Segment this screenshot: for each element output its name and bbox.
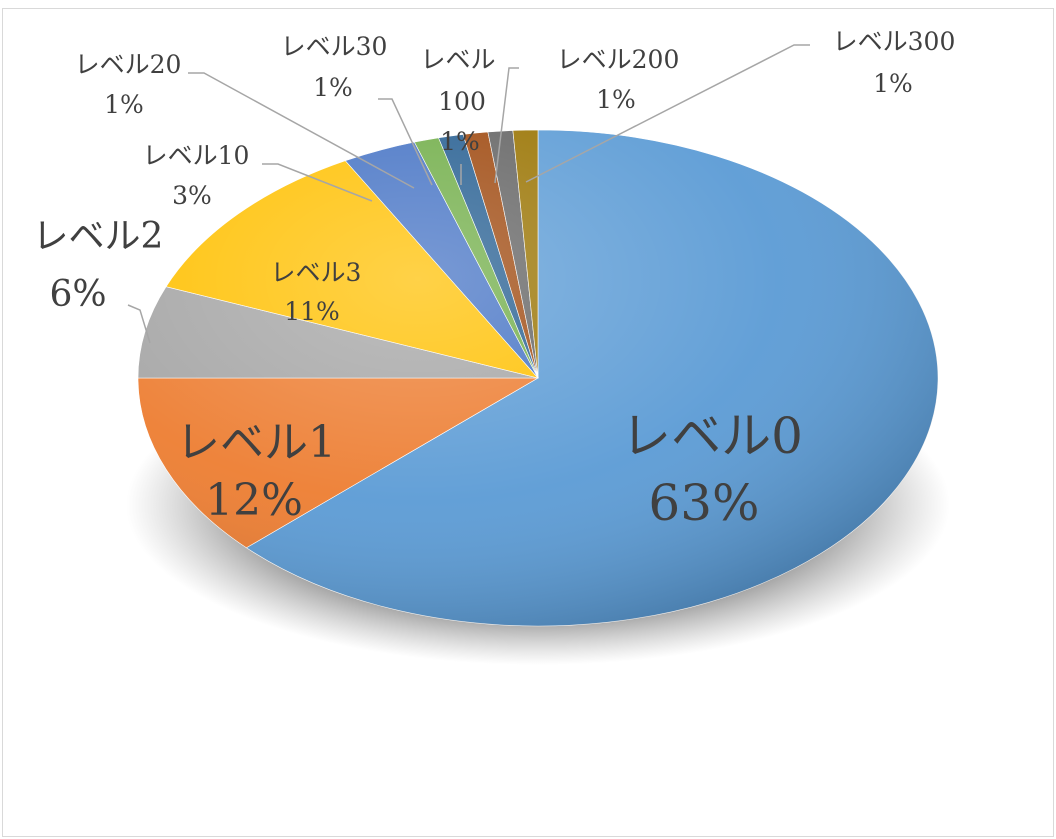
label-level100-name-line2: 100 <box>438 87 486 116</box>
label-level2-name: レベル2 <box>33 216 164 257</box>
label-level1-name: レベル1 <box>176 417 336 468</box>
label-level30-percent: 1% <box>313 73 353 102</box>
label-level300-name: レベル300 <box>833 27 956 56</box>
label-level20-name: レベル20 <box>75 50 182 79</box>
label-level100-percent: 1% <box>440 127 480 156</box>
label-level10-name: レベル10 <box>143 141 250 170</box>
leader-line-level300 <box>525 44 810 183</box>
label-level100-name-line1: レベル <box>420 45 495 74</box>
label-level200-percent: 1% <box>596 85 636 114</box>
label-level20-percent: 1% <box>104 90 144 119</box>
label-level2-percent: 6% <box>49 274 106 315</box>
leader-line-level2 <box>127 304 151 344</box>
leader-line-level30 <box>378 98 433 186</box>
leader-line-level200 <box>494 67 519 184</box>
label-level3-percent: 11% <box>284 297 340 326</box>
leader-line-level10 <box>262 163 373 202</box>
label-level30-name: レベル30 <box>281 32 388 61</box>
label-level3-name: レベル3 <box>271 258 362 287</box>
leader-line-level20 <box>188 72 415 189</box>
label-level0-percent: 63% <box>648 474 759 532</box>
label-level1-percent: 12% <box>205 475 303 526</box>
label-level300-percent: 1% <box>873 69 913 98</box>
label-level10-percent: 3% <box>172 181 212 210</box>
label-level0-name: レベル0 <box>621 407 803 465</box>
label-level200-name: レベル200 <box>557 45 680 74</box>
